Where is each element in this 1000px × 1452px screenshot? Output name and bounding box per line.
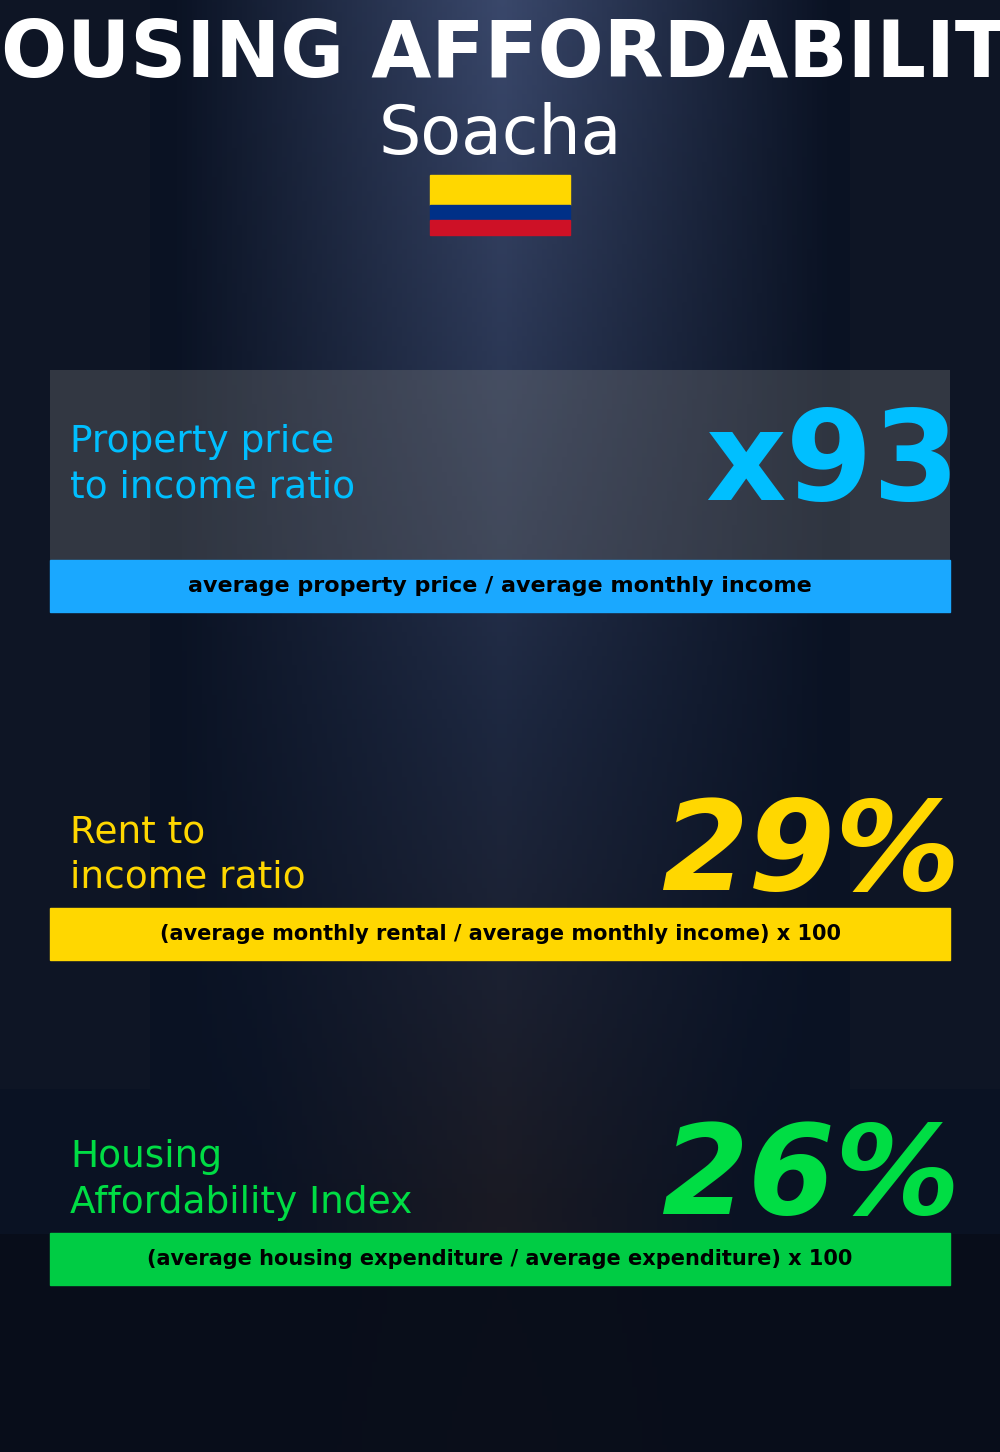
Bar <box>50 1233 950 1285</box>
Text: Rent to
income ratio: Rent to income ratio <box>70 815 306 896</box>
Text: HOUSING AFFORDABILITY: HOUSING AFFORDABILITY <box>0 17 1000 93</box>
Bar <box>50 370 950 560</box>
Bar <box>430 221 570 235</box>
Bar <box>430 176 570 205</box>
Text: (average housing expenditure / average expenditure) x 100: (average housing expenditure / average e… <box>147 1249 853 1269</box>
Bar <box>50 908 950 960</box>
Text: Property price
to income ratio: Property price to income ratio <box>70 424 355 505</box>
Bar <box>430 205 570 221</box>
Text: x93: x93 <box>705 405 960 526</box>
Text: Housing
Affordability Index: Housing Affordability Index <box>70 1140 412 1221</box>
Bar <box>50 560 950 611</box>
Text: Soacha: Soacha <box>378 102 622 168</box>
Text: 26%: 26% <box>661 1119 960 1240</box>
Text: (average monthly rental / average monthly income) x 100: (average monthly rental / average monthl… <box>160 923 840 944</box>
Text: average property price / average monthly income: average property price / average monthly… <box>188 576 812 595</box>
Text: 29%: 29% <box>661 794 960 916</box>
